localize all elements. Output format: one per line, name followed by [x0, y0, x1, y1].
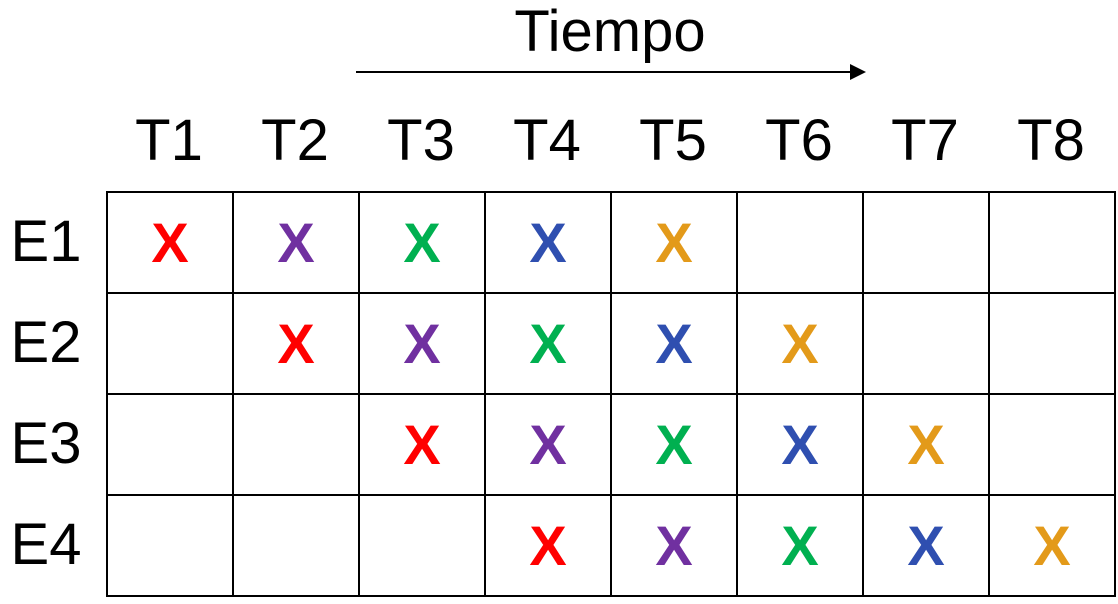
- x-mark-green: X: [655, 413, 693, 476]
- column-header-t4: T4: [513, 108, 581, 173]
- grid-cell: [108, 395, 234, 496]
- time-arrow-icon: [356, 64, 866, 80]
- x-mark-purple: X: [277, 211, 315, 274]
- grid-cell: X: [612, 193, 738, 294]
- column-header-t3: T3: [387, 108, 455, 173]
- x-mark-red: X: [151, 211, 189, 274]
- grid-cell: X: [486, 294, 612, 395]
- x-mark-orange: X: [655, 211, 693, 274]
- row-header-e2: E2: [10, 310, 82, 375]
- grid-cell: X: [612, 395, 738, 496]
- x-mark-red: X: [277, 312, 315, 375]
- grid-cell: [234, 395, 360, 496]
- x-mark-orange: X: [1033, 514, 1071, 577]
- grid-cell: X: [486, 395, 612, 496]
- grid-cell: [990, 294, 1116, 395]
- column-header-t6: T6: [765, 108, 833, 173]
- x-mark-green: X: [403, 211, 441, 274]
- grid-cell: [990, 193, 1116, 294]
- x-mark-orange: X: [907, 413, 945, 476]
- x-mark-green: X: [529, 312, 567, 375]
- column-header-t7: T7: [891, 108, 959, 173]
- grid-cell: [864, 193, 990, 294]
- column-header-t8: T8: [1017, 108, 1085, 173]
- grid-cell: [360, 496, 486, 597]
- grid-cell: X: [738, 496, 864, 597]
- x-mark-blue: X: [781, 413, 819, 476]
- x-mark-red: X: [529, 514, 567, 577]
- grid-cell: X: [234, 294, 360, 395]
- row-header-e3: E3: [10, 411, 82, 476]
- x-mark-purple: X: [403, 312, 441, 375]
- grid-cell: [990, 395, 1116, 496]
- grid-cell: X: [864, 496, 990, 597]
- column-header-t2: T2: [261, 108, 329, 173]
- x-mark-green: X: [781, 514, 819, 577]
- grid-cell: X: [234, 193, 360, 294]
- grid-cell: [864, 294, 990, 395]
- grid-cell: X: [990, 496, 1116, 597]
- grid-cell: X: [612, 294, 738, 395]
- grid-cell: X: [738, 395, 864, 496]
- grid-cell: [234, 496, 360, 597]
- time-axis-title: Tiempo: [514, 0, 706, 64]
- grid-cell: X: [360, 395, 486, 496]
- grid-cell: [738, 193, 864, 294]
- grid-cell: X: [864, 395, 990, 496]
- x-mark-blue: X: [655, 312, 693, 375]
- grid-cell: X: [360, 193, 486, 294]
- grid-cell: X: [738, 294, 864, 395]
- row-header-e1: E1: [10, 209, 82, 274]
- x-mark-orange: X: [781, 312, 819, 375]
- grid-cell: [108, 294, 234, 395]
- grid-cell: [108, 496, 234, 597]
- x-mark-purple: X: [529, 413, 567, 476]
- row-header-e4: E4: [10, 512, 82, 577]
- grid-cell: X: [612, 496, 738, 597]
- x-mark-purple: X: [655, 514, 693, 577]
- grid-cell: X: [108, 193, 234, 294]
- column-header-t5: T5: [639, 108, 707, 173]
- x-mark-red: X: [403, 413, 441, 476]
- x-mark-blue: X: [529, 211, 567, 274]
- x-mark-blue: X: [907, 514, 945, 577]
- grid-cell: X: [486, 193, 612, 294]
- grid-cell: X: [360, 294, 486, 395]
- column-header-t1: T1: [135, 108, 203, 173]
- grid-cell: X: [486, 496, 612, 597]
